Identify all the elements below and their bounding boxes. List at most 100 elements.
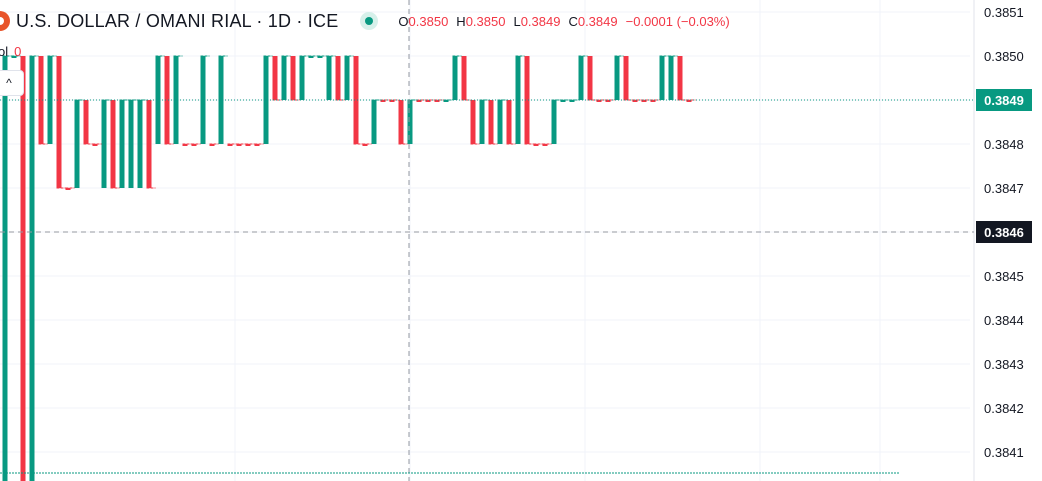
ohlc-bar: [164, 56, 170, 144]
open-value: 0.3850: [408, 13, 449, 29]
ohlc-bar: [371, 100, 377, 144]
ohlc-bar: [20, 56, 26, 481]
ohlc-bar: [677, 56, 683, 100]
ohlc-bar: [218, 56, 224, 144]
ohlc-bar: [668, 56, 674, 100]
market-status-icon[interactable]: [360, 12, 379, 30]
ohlc-bar: [317, 56, 323, 58]
y-tick-label: 0.3851: [984, 5, 1024, 20]
ohlc-bar: [353, 56, 359, 144]
ohlc-bar: [434, 100, 440, 102]
ohlc-bar: [641, 100, 647, 102]
ohlc-bar: [551, 100, 557, 144]
ohlc-bar: [425, 100, 431, 102]
ohlc-bar: [308, 56, 314, 58]
ohlc-bar: [416, 100, 422, 102]
y-tick-label: 0.3844: [984, 313, 1024, 328]
ohlc-bar: [587, 56, 593, 100]
volume-value: 0: [14, 44, 22, 59]
ohlc-bar: [470, 100, 476, 144]
ohlc-bar: [542, 144, 548, 146]
ohlc-bar: [83, 100, 89, 144]
ohlc-bar: [605, 100, 611, 102]
symbol-logo-icon[interactable]: [0, 11, 10, 31]
ohlc-bar: [326, 56, 332, 100]
symbol-title[interactable]: U.S. DOLLAR / OMANI RIAL · 1D · ICE: [16, 10, 339, 31]
ohlc-bar: [290, 56, 296, 100]
y-tick-label: 0.3850: [984, 49, 1024, 64]
ohlc-bar: [443, 100, 449, 102]
y-tick-label: 0.3847: [984, 181, 1024, 196]
high-value: 0.3850: [465, 13, 506, 29]
ohlc-bar: [209, 144, 215, 146]
ohlc-bar: [488, 100, 494, 144]
ohlc-bar: [146, 100, 152, 188]
ohlc-bar: [380, 100, 386, 102]
low-key: L: [513, 13, 521, 29]
ohlc-bar: [182, 144, 188, 146]
ohlc-bar: [200, 56, 206, 144]
volume-label: ol: [0, 44, 9, 59]
ohlc-bar: [299, 56, 305, 100]
ohlc-bar: [272, 56, 278, 100]
last-price-label: 0.3849: [976, 89, 1032, 111]
ohlc-bar: [479, 100, 485, 144]
ohlc-bar: [362, 144, 368, 146]
ohlc-bar: [263, 56, 269, 144]
ohlc-bar: [632, 100, 638, 102]
ohlc-bar: [38, 56, 44, 144]
low-value: 0.3849: [520, 13, 561, 29]
ohlc-bar: [29, 56, 35, 481]
ohlc-bar: [560, 100, 566, 102]
ohlc-bar: [623, 56, 629, 100]
y-tick-label: 0.3845: [984, 269, 1024, 284]
close-key: C: [568, 13, 578, 29]
ohlc-bar: [497, 100, 503, 144]
ohlc-bar: [101, 100, 107, 188]
ohlc-values: O 0.3850 H 0.3850 L 0.3849 C 0.3849 −0.0…: [398, 14, 729, 29]
y-tick-label: 0.3848: [984, 137, 1024, 152]
ohlc-bar: [254, 144, 260, 146]
ohlc-bar: [506, 100, 512, 144]
ohlc-bar: [407, 100, 413, 144]
ohlc-bar: [119, 100, 125, 188]
ohlc-bar: [650, 100, 656, 102]
ohlc-bar: [344, 56, 350, 100]
ohlc-bar: [614, 56, 620, 100]
ohlc-bar: [335, 56, 341, 100]
ohlc-bar: [515, 56, 521, 144]
ohlc-bar: [524, 56, 530, 144]
ohlc-bar: [110, 100, 116, 188]
ohlc-bar: [155, 56, 161, 144]
ohlc-bar: [137, 100, 143, 188]
high-key: H: [456, 13, 466, 29]
y-tick-label: 0.3842: [984, 401, 1024, 416]
ohlc-bar: [236, 144, 242, 146]
ohlc-bar: [569, 100, 575, 102]
ohlc-bar: [227, 144, 233, 146]
ohlc-bar: [659, 56, 665, 100]
ohlc-bar: [2, 56, 8, 481]
collapse-legend-button[interactable]: ^: [0, 70, 24, 96]
close-value: 0.3849: [577, 13, 618, 29]
ohlc-bar: [533, 144, 539, 146]
ohlc-bar: [578, 56, 584, 100]
ohlc-bar: [245, 144, 251, 146]
ohlc-bar: [452, 56, 458, 100]
ohlc-bar: [11, 56, 17, 58]
ohlc-bar: [398, 100, 404, 144]
chart-legend: U.S. DOLLAR / OMANI RIAL · 1D · ICE O 0.…: [0, 6, 730, 36]
ohlc-bar: [461, 56, 467, 100]
open-key: O: [398, 13, 409, 29]
ohlc-bar: [191, 144, 197, 146]
ohlc-bar: [56, 56, 62, 188]
ohlc-bar: [173, 56, 179, 144]
ohlc-bar: [74, 100, 80, 188]
ohlc-bar: [65, 188, 71, 190]
change-value: −0.0001 (−0.03%): [625, 13, 730, 29]
ohlc-bar: [128, 100, 134, 188]
crosshair-price-label: 0.3846: [976, 221, 1032, 243]
ohlc-bar: [596, 100, 602, 102]
y-tick-label: 0.3843: [984, 357, 1024, 372]
